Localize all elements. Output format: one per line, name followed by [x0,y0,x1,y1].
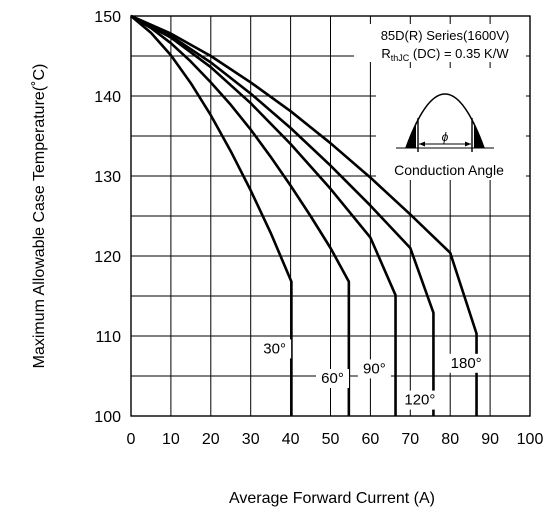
rth-subscript: thJC [391,53,410,63]
series-line [130,14,397,416]
inset-right-fill [474,122,484,148]
conduction-angle-label: Conduction Angle [394,162,504,178]
x-tick-label: 60 [362,431,380,448]
series-label-background [445,353,488,373]
x-tick-label: 20 [202,431,220,448]
rth-annotation: RthJC (DC) = 0.35 K/W [381,46,509,63]
series-label: 60° [321,370,344,387]
y-tick-label: 130 [94,169,121,186]
y-tick-label: 150 [94,9,121,26]
y-tick-label: 140 [94,89,121,106]
rth-symbol: R [381,46,390,61]
angle-arrow-left-head [419,141,425,147]
x-tick-label: 50 [322,431,340,448]
inset-background [376,68,526,180]
series-line [130,15,293,416]
x-tick-label: 30 [242,431,260,448]
series-label: 180° [451,355,482,372]
series-label: 90° [363,360,386,377]
series-label: 120° [404,392,435,409]
grid-layer [131,16,530,416]
series-line [130,14,351,416]
annotation-background [354,24,526,62]
x-tick-label: 70 [401,431,419,448]
series-label-background [357,359,391,379]
x-tick-label: 80 [441,431,459,448]
y-tick-label: 120 [94,249,121,266]
conduction-angle-diagram: ϕ Conduction Angle [394,93,504,178]
rth-value: (DC) = 0.35 K/W [409,46,509,61]
label-layer: 30° 60° 90° 120° 180° [258,339,488,410]
series-line [130,14,435,416]
series-label-background [315,369,349,388]
series-line [130,14,478,416]
phi-symbol: ϕ [442,130,449,144]
inset-left-fill [406,122,416,148]
angle-arrow-right-head [465,141,471,147]
curve-layer [130,14,478,416]
y-axis-label: Maximum Allowable Case Temperature(˚C) [31,64,48,369]
x-tick-label: 10 [162,431,180,448]
x-tick-label: 90 [481,431,499,448]
plot-frame [130,15,531,417]
series-label: 30° [263,340,286,357]
series-annotation: 85D(R) Series(1600V) [381,28,510,43]
y-tick-label: 100 [94,409,121,426]
x-tick-label: 0 [127,431,136,448]
x-axis-label: Average Forward Current (A) [229,490,435,507]
x-tick-label: 40 [282,431,300,448]
x-tick-label: 100 [517,431,544,448]
series-label-background [398,390,441,410]
tick-layer: 0 10 20 30 40 50 60 70 80 90 100 100 110 120 130 140 150 [94,9,543,448]
series-label-background [258,339,292,359]
y-tick-label: 110 [95,329,121,346]
